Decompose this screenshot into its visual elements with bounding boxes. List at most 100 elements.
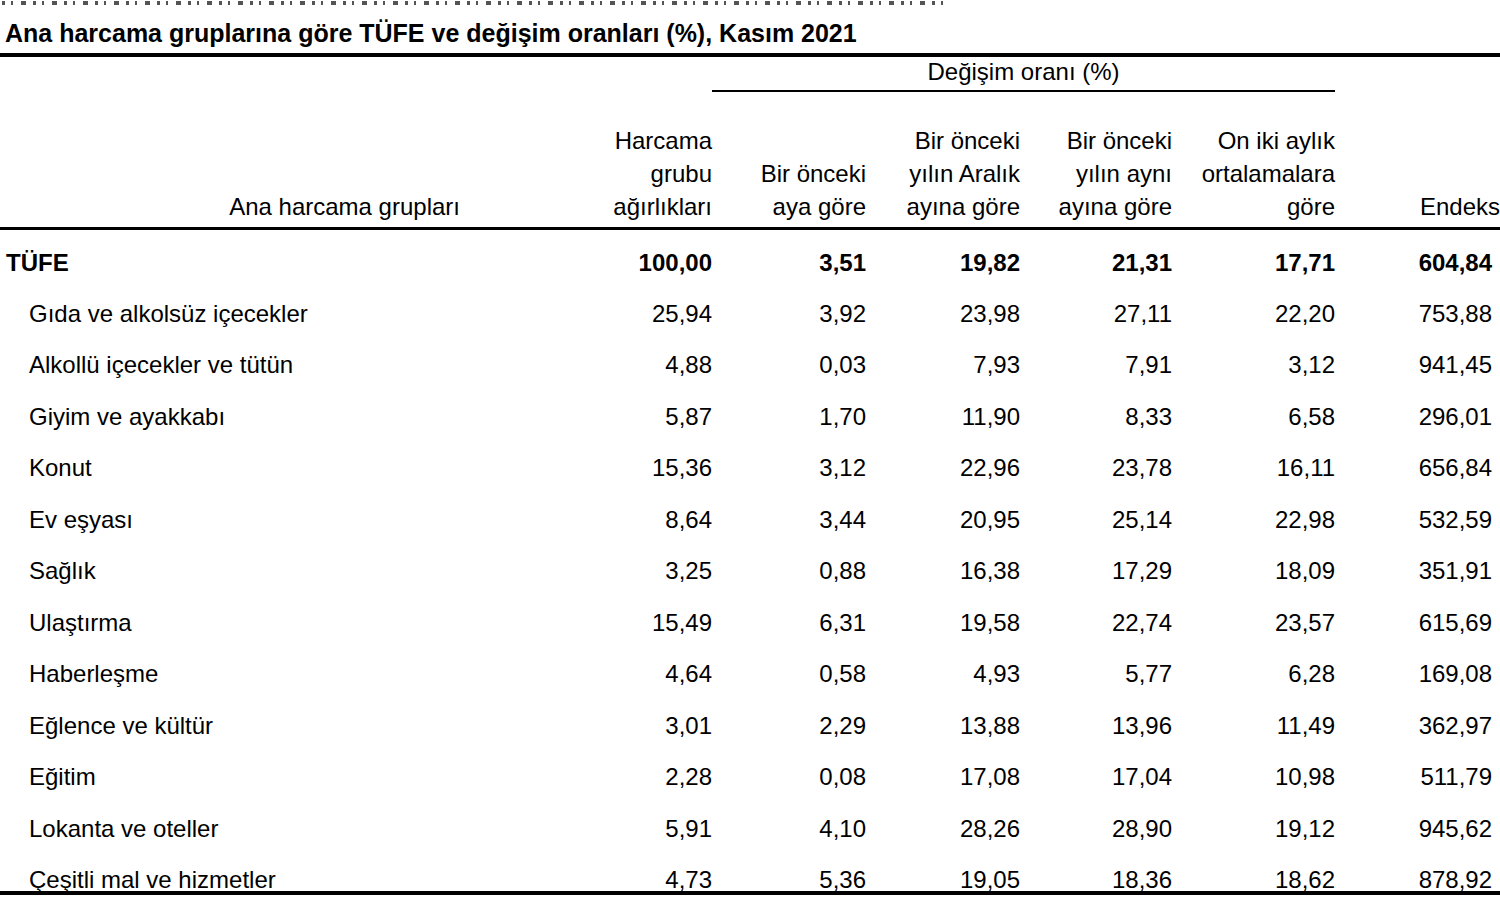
row-value: 15,36 [460, 443, 712, 495]
row-value: 5,77 [1020, 649, 1172, 701]
row-value: 362,97 [1335, 700, 1500, 752]
row-value: 0,58 [712, 649, 866, 701]
table-row: Konut 15,36 3,12 22,96 23,78 16,11 656,8… [0, 443, 1500, 495]
page-title: Ana harcama gruplarına göre TÜFE ve deği… [0, 0, 1500, 57]
column-header-row: Ana harcama grupları Harcama grubu ağırl… [0, 91, 1500, 228]
row-value: 23,57 [1172, 597, 1335, 649]
row-value: 604,84 [1335, 228, 1500, 288]
table-row: Lokanta ve oteller 5,91 4,10 28,26 28,90… [0, 803, 1500, 855]
row-value: 16,11 [1172, 443, 1335, 495]
table-header: Değişim oranı (%) Ana harcama grupları H… [0, 54, 1500, 228]
row-value: 27,11 [1020, 288, 1172, 340]
col-header-same-month-prev-year: Bir önceki yılın aynı ayına göre [1020, 91, 1172, 228]
row-value: 3,51 [712, 228, 866, 288]
row-value: 21,31 [1020, 228, 1172, 288]
row-label: Haberleşme [0, 649, 460, 701]
col-header-prev-month: Bir önceki aya göre [712, 91, 866, 228]
row-value: 11,49 [1172, 700, 1335, 752]
row-value: 4,10 [712, 803, 866, 855]
row-value: 10,98 [1172, 752, 1335, 804]
row-value: 4,64 [460, 649, 712, 701]
row-label: Eğitim [0, 752, 460, 804]
row-value: 615,69 [1335, 597, 1500, 649]
row-value: 25,14 [1020, 494, 1172, 546]
table-row: Sağlık 3,25 0,88 16,38 17,29 18,09 351,9… [0, 546, 1500, 598]
row-label: Konut [0, 443, 460, 495]
col-header-weights: Harcama grubu ağırlıkları [460, 91, 712, 228]
row-label: Giyim ve ayakkabı [0, 391, 460, 443]
row-label: Gıda ve alkolsüz içecekler [0, 288, 460, 340]
row-value: 11,90 [866, 391, 1020, 443]
row-value: 6,31 [712, 597, 866, 649]
row-value: 25,94 [460, 288, 712, 340]
table-row: TÜFE 100,00 3,51 19,82 21,31 17,71 604,8… [0, 228, 1500, 288]
row-value: 23,78 [1020, 443, 1172, 495]
table-bottom-rule [0, 891, 1500, 895]
row-value: 3,01 [460, 700, 712, 752]
row-value: 3,92 [712, 288, 866, 340]
row-value: 351,91 [1335, 546, 1500, 598]
group-row-spacer-left [0, 54, 712, 91]
row-value: 296,01 [1335, 391, 1500, 443]
table-row: Eğlence ve kültür 3,01 2,29 13,88 13,96 … [0, 700, 1500, 752]
row-value: 941,45 [1335, 340, 1500, 392]
table-row: Alkollü içecekler ve tütün 4,88 0,03 7,9… [0, 340, 1500, 392]
row-label: TÜFE [0, 228, 460, 288]
row-value: 0,08 [712, 752, 866, 804]
row-value: 23,98 [866, 288, 1020, 340]
row-value: 13,88 [866, 700, 1020, 752]
table-row: Gıda ve alkolsüz içecekler 25,94 3,92 23… [0, 288, 1500, 340]
row-value: 5,91 [460, 803, 712, 855]
row-label: Ulaştırma [0, 597, 460, 649]
table-row: Eğitim 2,28 0,08 17,08 17,04 10,98 511,7… [0, 752, 1500, 804]
row-value: 22,74 [1020, 597, 1172, 649]
row-value: 5,87 [460, 391, 712, 443]
row-label: Sağlık [0, 546, 460, 598]
row-value: 18,09 [1172, 546, 1335, 598]
row-value: 17,04 [1020, 752, 1172, 804]
row-value: 2,29 [712, 700, 866, 752]
row-value: 532,59 [1335, 494, 1500, 546]
row-value: 4,93 [866, 649, 1020, 701]
row-value: 3,44 [712, 494, 866, 546]
row-value: 22,96 [866, 443, 1020, 495]
row-value: 8,64 [460, 494, 712, 546]
row-value: 2,28 [460, 752, 712, 804]
row-value: 17,08 [866, 752, 1020, 804]
table-row: Haberleşme 4,64 0,58 4,93 5,77 6,28 169,… [0, 649, 1500, 701]
row-value: 22,20 [1172, 288, 1335, 340]
row-label: Ev eşyası [0, 494, 460, 546]
row-value: 3,12 [712, 443, 866, 495]
table-row: Giyim ve ayakkabı 5,87 1,70 11,90 8,33 6… [0, 391, 1500, 443]
row-value: 3,12 [1172, 340, 1335, 392]
row-value: 0,03 [712, 340, 866, 392]
row-label: Eğlence ve kültür [0, 700, 460, 752]
row-value: 17,29 [1020, 546, 1172, 598]
row-value: 22,98 [1172, 494, 1335, 546]
row-value: 6,58 [1172, 391, 1335, 443]
table-body: TÜFE 100,00 3,51 19,82 21,31 17,71 604,8… [0, 228, 1500, 900]
cpi-table: Değişim oranı (%) Ana harcama grupları H… [0, 54, 1500, 900]
row-value: 3,25 [460, 546, 712, 598]
col-header-prev-december: Bir önceki yılın Aralık ayına göre [866, 91, 1020, 228]
row-value: 511,79 [1335, 752, 1500, 804]
row-value: 7,93 [866, 340, 1020, 392]
row-value: 17,71 [1172, 228, 1335, 288]
row-value: 28,26 [866, 803, 1020, 855]
row-label: Alkollü içecekler ve tütün [0, 340, 460, 392]
row-value: 4,88 [460, 340, 712, 392]
row-value: 656,84 [1335, 443, 1500, 495]
row-value: 6,28 [1172, 649, 1335, 701]
col-header-twelve-month-avg: On iki aylık ortalamalara göre [1172, 91, 1335, 228]
row-value: 20,95 [866, 494, 1020, 546]
row-value: 16,38 [866, 546, 1020, 598]
row-value: 7,91 [1020, 340, 1172, 392]
change-rate-group-header: Değişim oranı (%) [712, 54, 1335, 91]
row-value: 8,33 [1020, 391, 1172, 443]
row-value: 100,00 [460, 228, 712, 288]
row-value: 1,70 [712, 391, 866, 443]
row-value: 19,12 [1172, 803, 1335, 855]
row-label: Lokanta ve oteller [0, 803, 460, 855]
row-value: 19,58 [866, 597, 1020, 649]
group-header-row: Değişim oranı (%) [0, 54, 1500, 91]
